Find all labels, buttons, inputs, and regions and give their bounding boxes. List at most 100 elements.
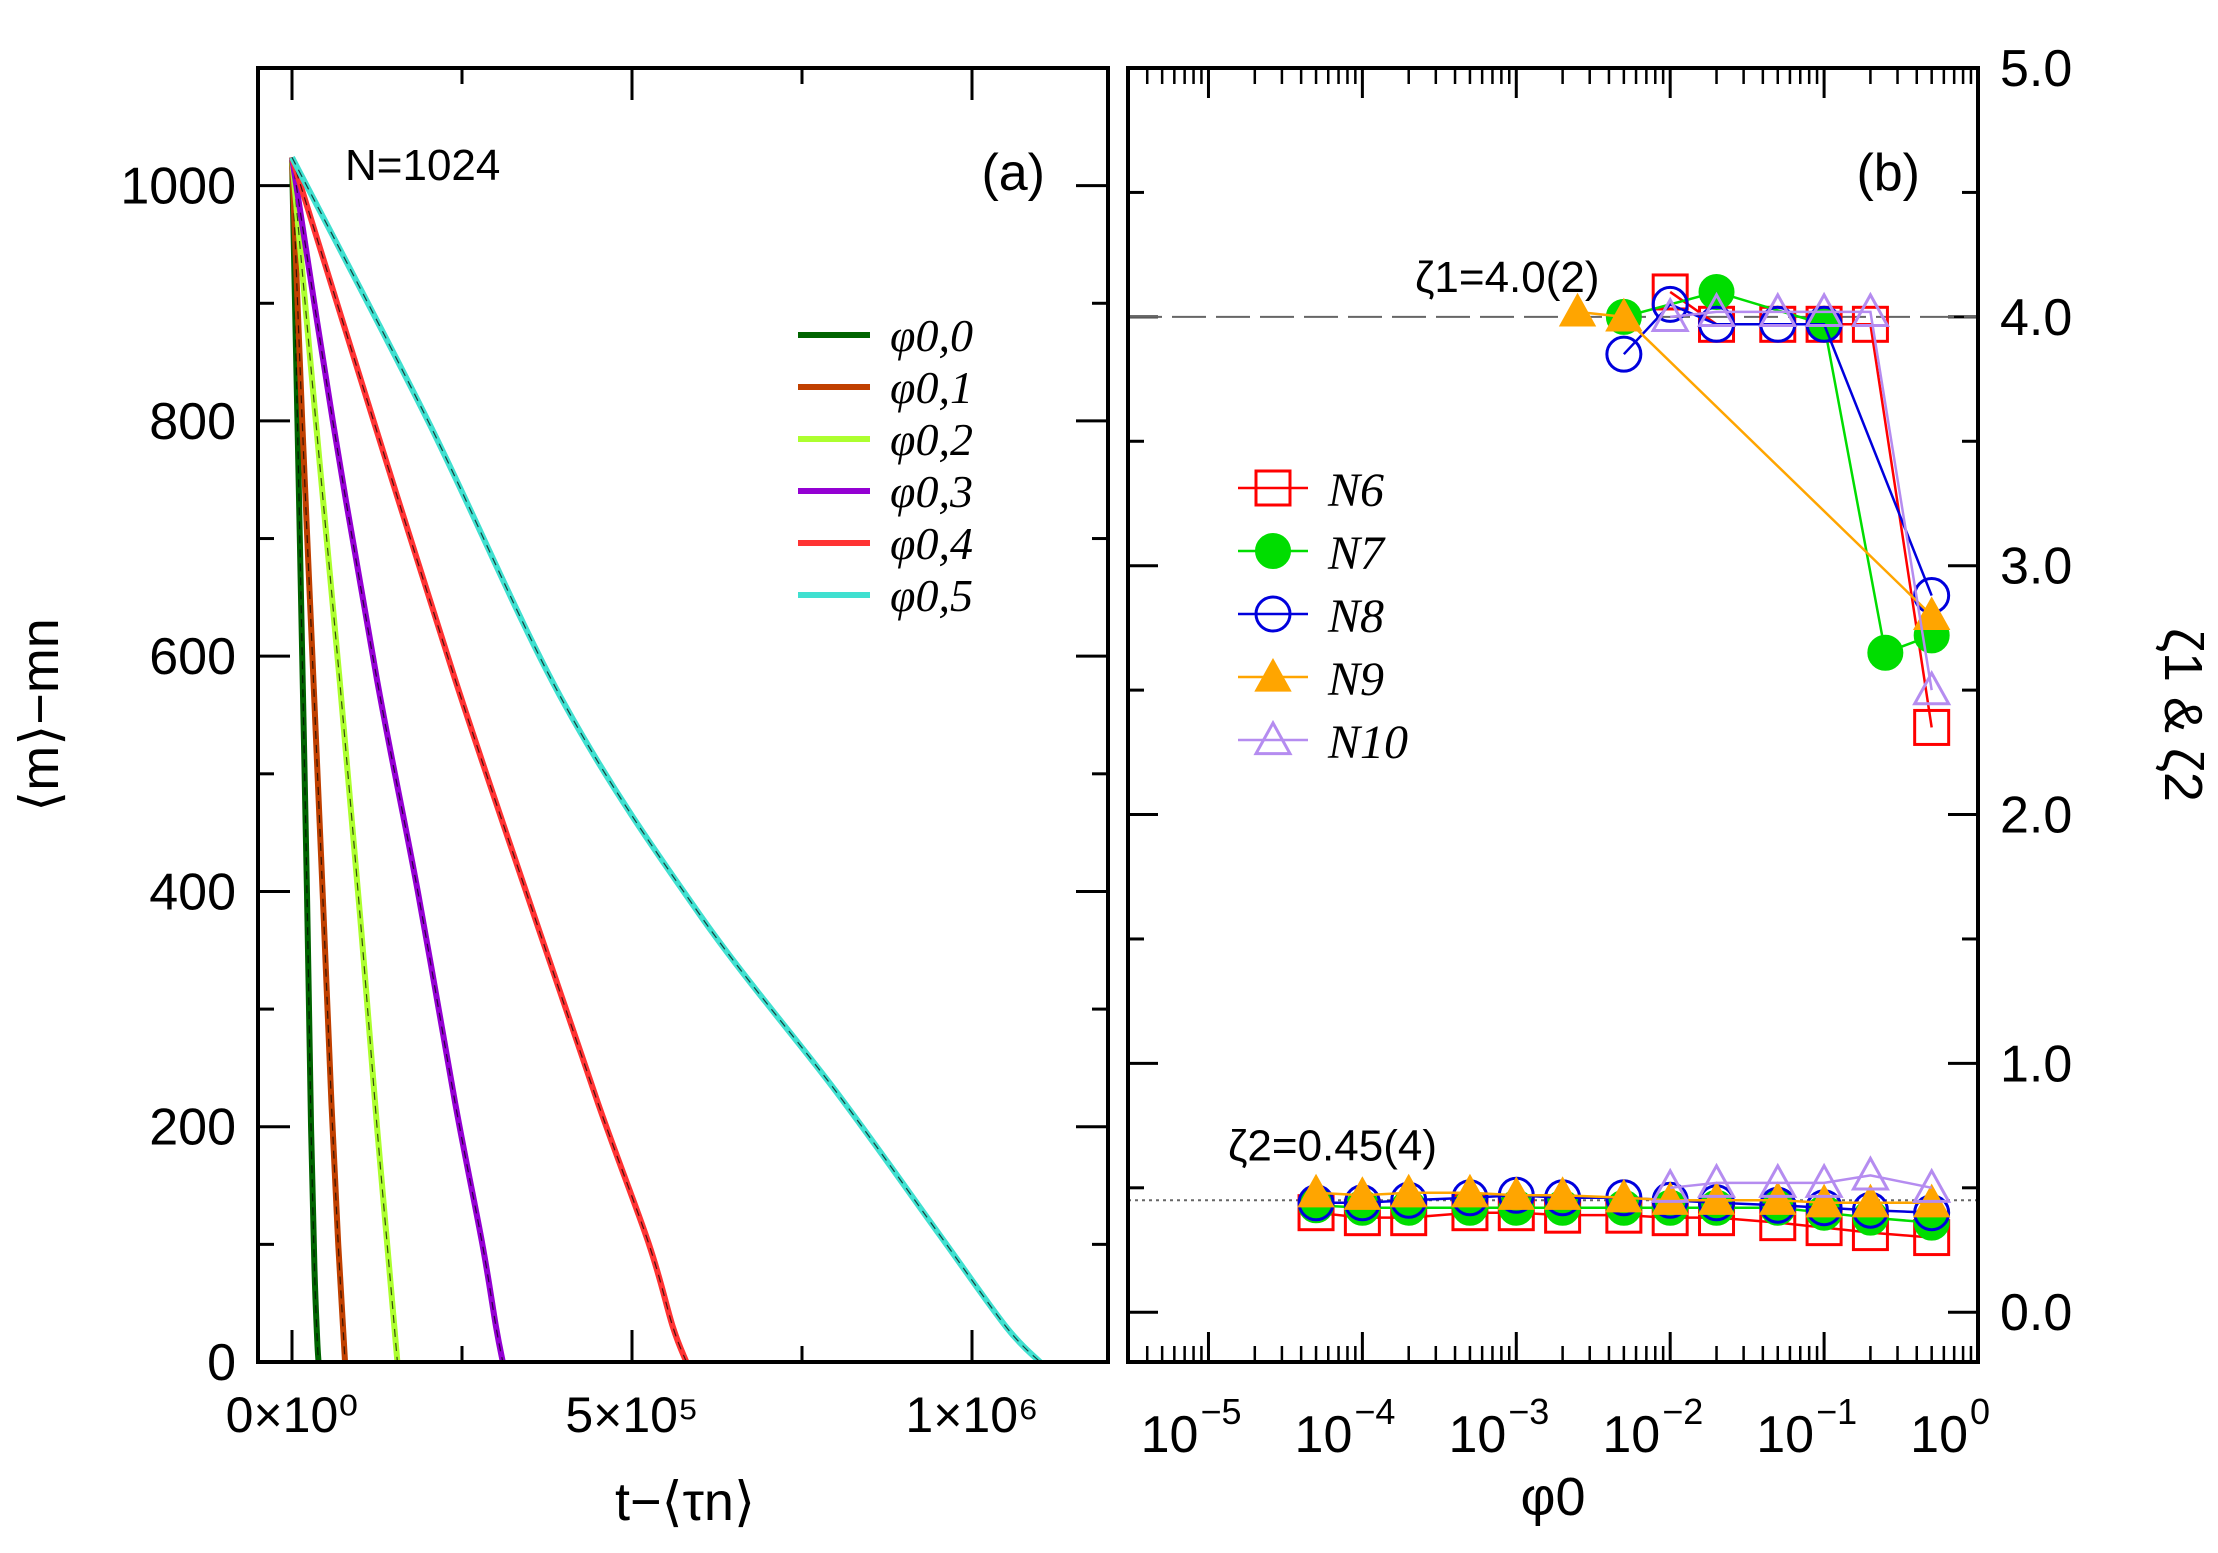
panel-b-ticks: 0.01.02.03.04.05.010 −5 10 −4 10 −3 10 −2 10 −1 10… (1128, 40, 2072, 1464)
marker-shape (1497, 1176, 1535, 1210)
b-legend-label-3: N9 (1327, 653, 1384, 706)
b-point-zeta2-3-7 (1651, 1181, 1689, 1215)
b-point-zeta2-3-8 (1697, 1181, 1736, 1215)
marker-shape (1867, 634, 1904, 671)
b-xtick-label-base: 10 (1756, 1406, 1814, 1464)
b-point-zeta1-2-1 (1651, 285, 1689, 323)
b-legend-label-2: N8 (1327, 590, 1384, 643)
panel-b-frame (1126, 66, 1980, 1364)
b-point-zeta2-3-5 (1543, 1176, 1582, 1210)
panel-b-ylabel: ζ1 & ζ2 (2153, 628, 2213, 802)
panel-b-xlabel: φ0 (1520, 1467, 1585, 1527)
b-ytick-label: 3.0 (2000, 538, 2072, 596)
a-ytick-label: 400 (149, 863, 236, 921)
panel-a-frame (256, 66, 1110, 1364)
b-point-zeta2-3-11 (1851, 1183, 1890, 1218)
b-point-zeta1-1-3 (1867, 634, 1904, 671)
b-point-zeta1-4-4 (1850, 291, 1890, 327)
b-point-zeta1-3-2 (1912, 596, 1951, 631)
a-ytick-label: 0 (207, 1334, 236, 1392)
b-point-zeta1-0-0 (1651, 273, 1689, 311)
b-ytick-label: 4.0 (2000, 289, 2072, 347)
b-point-zeta2-3-4 (1497, 1176, 1535, 1210)
b-series-zeta1-line-4 (1670, 310, 1933, 691)
b-point-zeta1-4-1 (1696, 291, 1737, 327)
b-xtick-label-0: 10 −5 (1141, 1391, 1242, 1464)
panel-a-annotation: N=1024 (345, 141, 500, 190)
a-legend-label-4: φ0,4 (890, 518, 973, 569)
b-zeta1-annotation: ζ1=4.0(2) (1415, 253, 1600, 302)
a-series-fit-0 (291, 157, 320, 1363)
b-ytick-label: 2.0 (2000, 787, 2072, 845)
b-point-zeta2-4-4 (1850, 1155, 1890, 1191)
panel-b-legend: N6 N7 N8 N9 N10 (1238, 464, 1408, 769)
marker-shape (1759, 1181, 1797, 1215)
b-point-zeta1-3-1 (1605, 297, 1643, 332)
b-legend-marker-0 (1254, 469, 1292, 507)
a-legend-label-3: φ0,3 (890, 466, 973, 517)
a-legend-label-5: φ0,5 (890, 570, 973, 621)
b-xtick-label-base: 10 (1602, 1406, 1660, 1464)
panel-b-reference-lines: ζ1=4.0(2) ζ2=0.45(4) (1128, 253, 1978, 1202)
b-point-zeta2-3-2 (1390, 1173, 1428, 1208)
a-xtick-label: 1×10⁶ (905, 1387, 1038, 1443)
marker-shape (1912, 596, 1951, 631)
marker-shape (1651, 285, 1689, 323)
marker-shape (1651, 273, 1689, 311)
b-xtick-label-exponent: −5 (1200, 1391, 1241, 1432)
marker-shape (1390, 1173, 1428, 1208)
b-xtick-label-exponent: −1 (1816, 1391, 1857, 1432)
marker-shape (1343, 1176, 1382, 1210)
b-point-zeta1-3-0 (1558, 292, 1597, 327)
a-ytick-label: 600 (149, 628, 236, 686)
b-xtick-label-2: 10 −3 (1448, 1391, 1549, 1464)
b-legend-marker-1 (1255, 533, 1291, 569)
marker-shape (1558, 292, 1597, 327)
b-xtick-label-exponent: −2 (1662, 1391, 1703, 1432)
marker-shape (1913, 708, 1951, 746)
marker-shape (1650, 296, 1690, 332)
b-xtick-label-base: 10 (1910, 1406, 1968, 1464)
marker-shape (1605, 297, 1643, 332)
a-series-line-4 (289, 156, 690, 1364)
b-legend-marker-2 (1254, 595, 1292, 633)
marker-shape (1254, 657, 1292, 692)
marker-shape (1254, 469, 1292, 507)
b-point-zeta1-2-0 (1605, 335, 1643, 373)
b-point-zeta1-4-3 (1804, 291, 1844, 327)
b-point-zeta1-0-5 (1913, 708, 1951, 746)
marker-shape (1758, 291, 1798, 327)
marker-shape (1253, 719, 1293, 756)
marker-shape (1696, 1162, 1737, 1198)
b-legend-label-0: N6 (1327, 464, 1384, 517)
b-point-zeta1-4-0 (1650, 296, 1690, 332)
b-legend-marker-3 (1254, 657, 1292, 692)
panel-b-series (1297, 273, 1952, 1257)
a-legend-label-2: φ0,2 (890, 414, 973, 465)
marker-shape (1697, 1181, 1736, 1215)
panel-b: 0.01.02.03.04.05.010 −5 10 −4 10 −3 10 −2 10 −1 10… (1126, 40, 2213, 1527)
marker-shape (1605, 335, 1643, 373)
a-xtick-label: 5×10⁵ (565, 1387, 698, 1443)
a-series-fit-1 (291, 157, 346, 1363)
panel-a-xlabel: t−⟨τn⟩ (615, 1472, 755, 1532)
marker-shape (1255, 533, 1291, 569)
a-series-fit-2 (291, 157, 398, 1363)
b-ytick-label: 0.0 (2000, 1284, 2072, 1342)
panel-a-ylabel: ⟨m⟩−mn (10, 618, 70, 812)
b-point-zeta2-3-0 (1297, 1173, 1335, 1208)
b-point-zeta1-4-5 (1912, 670, 1952, 706)
b-xtick-label-exponent: −3 (1508, 1391, 1549, 1432)
panel-a: 0 200 400 600 800 1000 0×10⁰ 5×10⁵ 1×10⁶ (a) N=1… (10, 66, 1110, 1532)
b-xtick-label-base: 10 (1295, 1406, 1353, 1464)
marker-shape (1297, 1173, 1335, 1208)
b-xtick-label-base: 10 (1448, 1406, 1506, 1464)
a-series-fit-5 (291, 157, 1041, 1363)
a-series-fit-3 (291, 157, 504, 1363)
marker-shape (1254, 595, 1292, 633)
marker-shape (1912, 1167, 1952, 1203)
b-xtick-label-base: 10 (1141, 1406, 1199, 1464)
b-xtick-label-4: 10 −1 (1756, 1391, 1857, 1464)
b-point-zeta2-4-2 (1758, 1162, 1798, 1198)
